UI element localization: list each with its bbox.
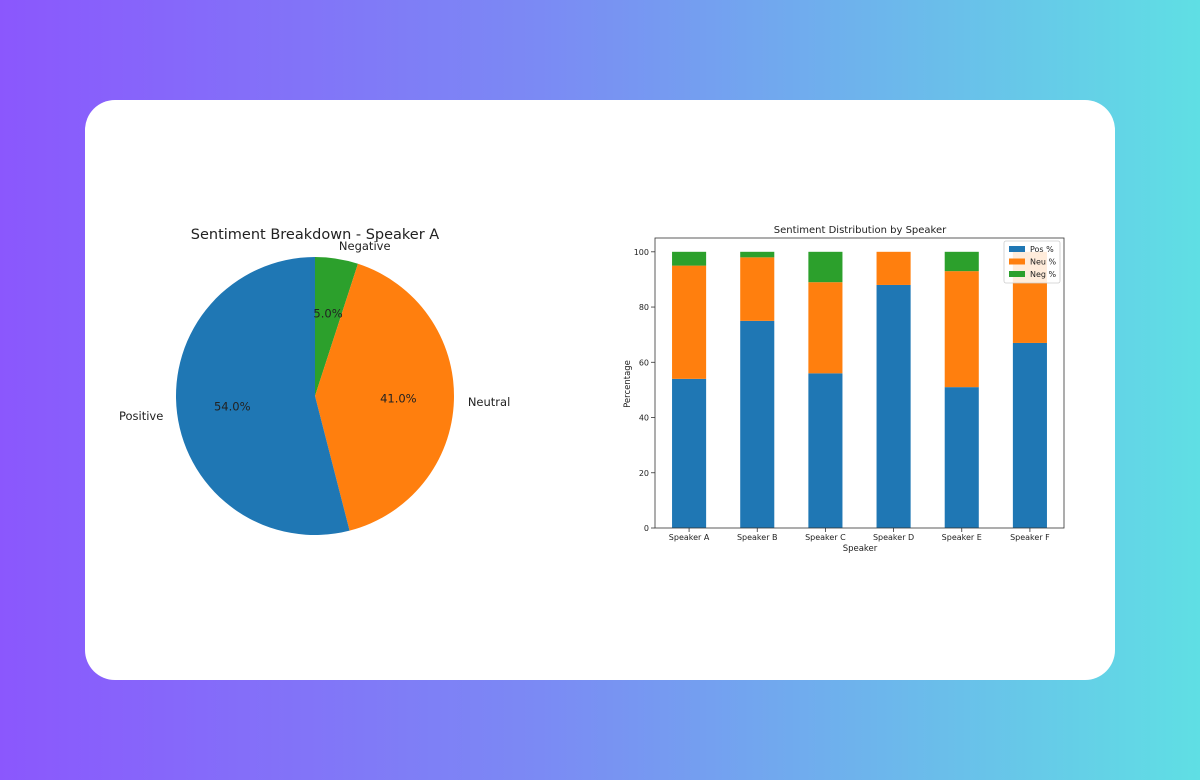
legend-swatch-pos (1009, 246, 1025, 252)
bar-pos-speaker-f (1012, 342, 1047, 528)
bar-neu-speaker-d (876, 251, 911, 285)
pie-label-neutral: Neutral (468, 395, 510, 409)
y-tick-label: 0 (644, 524, 649, 533)
pie-chart: Sentiment Breakdown - Speaker A Negative… (119, 227, 510, 535)
x-tick-label: Speaker B (737, 533, 778, 542)
pie-label-positive: Positive (119, 409, 163, 423)
legend-swatch-neg (1009, 271, 1025, 277)
pie-slice-negative (315, 257, 358, 396)
pie-slice-positive (176, 257, 350, 535)
bar-neg-speaker-c (808, 251, 843, 283)
bar-pos-speaker-b (740, 320, 775, 528)
x-axis-label: Speaker (843, 544, 878, 554)
bar-neg-speaker-e (944, 251, 979, 272)
bar-pos-speaker-c (808, 373, 843, 528)
y-tick-label: 100 (634, 248, 649, 257)
pie-pct-neutral: 41.0% (380, 392, 417, 406)
bar-pos-speaker-d (876, 284, 911, 528)
bar-pos-speaker-e (944, 387, 979, 528)
bar-neu-speaker-b (740, 257, 775, 321)
x-tick-label: Speaker F (1010, 533, 1050, 542)
pie-slice-neutral (315, 263, 455, 531)
pie-pct-negative: 5.0% (313, 307, 342, 321)
y-tick-label: 40 (639, 414, 649, 423)
bar-neu-speaker-c (808, 282, 843, 374)
y-tick-label: 60 (639, 358, 649, 367)
legend-label-neg: Neg % (1030, 270, 1057, 279)
x-tick-label: Speaker D (873, 533, 914, 542)
pie-label-negative: Negative (339, 239, 391, 253)
y-axis-label: Percentage (623, 360, 633, 408)
x-tick-label: Speaker A (669, 533, 710, 542)
pie-pct-positive: 54.0% (214, 399, 251, 413)
bar-title: Sentiment Distribution by Speaker (774, 225, 947, 236)
x-tick-label: Speaker C (805, 533, 846, 542)
y-tick-label: 20 (639, 469, 649, 478)
x-tick-label: Speaker E (942, 533, 982, 542)
legend: Pos % Neu % Neg % (1003, 240, 1061, 284)
bar-pos-speaker-a (672, 378, 707, 528)
bar-neu-speaker-e (944, 271, 979, 388)
bar-neg-speaker-a (672, 251, 707, 266)
legend-swatch-neu (1009, 258, 1025, 265)
pie-title: Sentiment Breakdown - Speaker A (191, 227, 440, 243)
plot-frame (654, 237, 1065, 529)
legend-label-pos: Pos % (1030, 245, 1054, 254)
bar-neu-speaker-a (672, 265, 707, 379)
bar-neg-speaker-b (740, 251, 775, 258)
legend-label-neu: Neu % (1030, 258, 1057, 267)
y-tick-label: 80 (639, 303, 649, 312)
bar-chart: Sentiment Distribution by Speaker Speake… (623, 225, 1065, 554)
